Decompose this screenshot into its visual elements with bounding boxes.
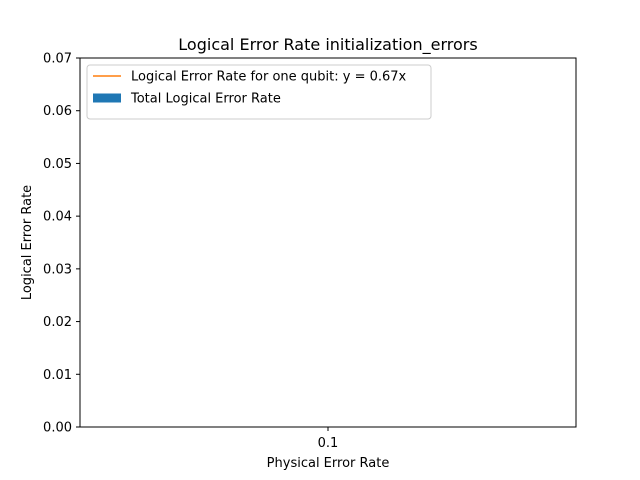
legend: Logical Error Rate for one qubit: y = 0.…: [86, 64, 432, 120]
chart-title: Logical Error Rate initialization_errors: [178, 35, 477, 55]
x-axis-ticks: 0.1: [318, 427, 339, 451]
y-axis-ticks: 0.00 0.01 0.02 0.03 0.04 0.05 0.06 0.07: [43, 52, 80, 436]
x-axis-label: Physical Error Rate: [267, 456, 390, 471]
x-tick-label: 0.1: [318, 436, 339, 451]
legend-frame: [86, 64, 432, 120]
y-tick-label: 0.03: [43, 262, 72, 277]
y-tick-label: 0.05: [43, 157, 72, 172]
plot-frame: [79, 57, 577, 428]
y-tick-label: 0.00: [43, 421, 72, 436]
y-tick-label: 0.01: [43, 368, 72, 383]
y-tick-label: 0.07: [43, 52, 72, 67]
legend-entry-label: Logical Error Rate for one qubit: y = 0.…: [131, 70, 407, 85]
legend-bar-swatch: [93, 93, 121, 103]
y-tick-label: 0.04: [43, 210, 72, 225]
y-tick-label: 0.06: [43, 104, 72, 119]
legend-entry-label: Total Logical Error Rate: [130, 92, 281, 107]
y-tick-label: 0.02: [43, 315, 72, 330]
y-axis-label: Logical Error Rate: [20, 185, 35, 300]
